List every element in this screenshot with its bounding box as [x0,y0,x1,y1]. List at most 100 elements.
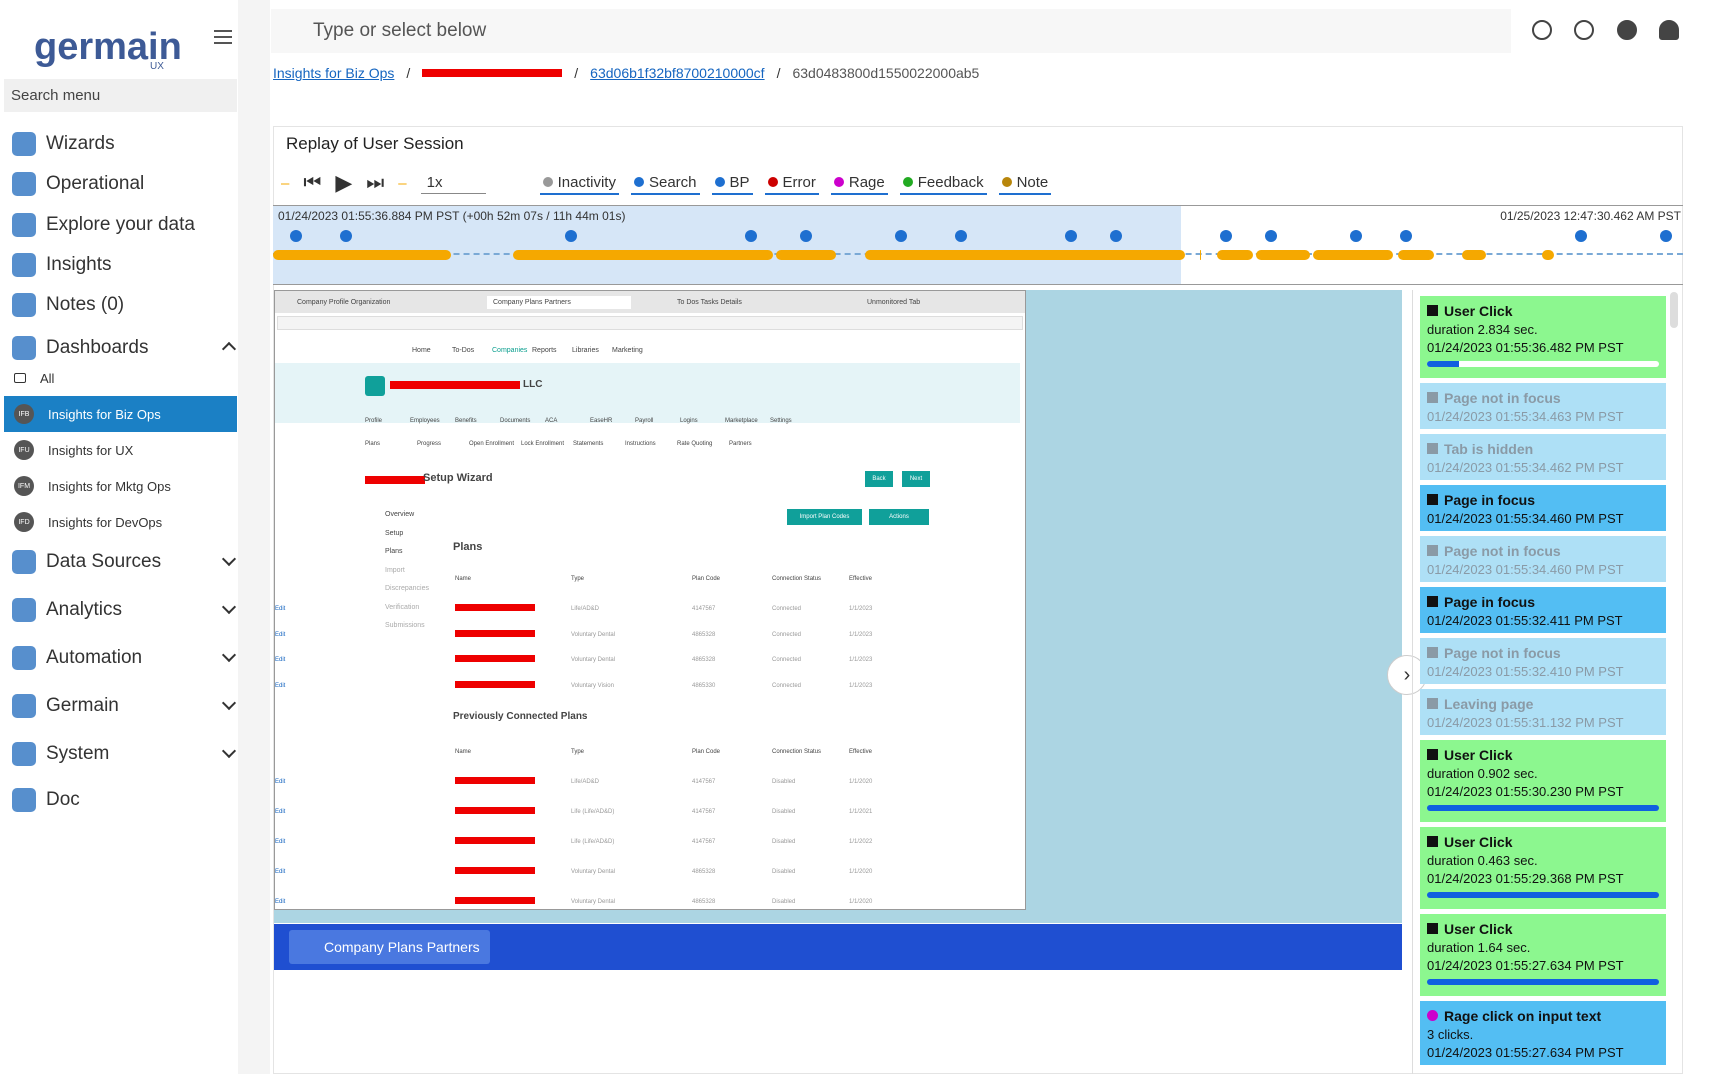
event-title: Page not in focus [1427,389,1659,408]
frame-text: Edit [275,657,286,663]
event-item[interactable]: Leaving page 01/24/2023 01:55:31.132 PM P… [1420,689,1666,735]
menu-icon [12,694,36,718]
frame-text: Name [455,576,472,582]
frame-text: Voluntary Dental [571,631,616,638]
frame-text: Statements [573,441,604,447]
menu-item[interactable]: Explore your data [12,213,234,237]
user-icon[interactable] [1659,20,1679,40]
top-search[interactable]: Type or select below [271,9,1511,53]
next-button[interactable]: ⏭ [366,171,385,194]
menu-item[interactable]: Insights [12,253,234,277]
frame-text: 1/1/2020 [849,779,873,785]
redacted [422,69,563,77]
event-line: 01/24/2023 01:55:30.230 PM PST [1427,784,1624,799]
crumb[interactable]: 63d06b1f32bf8700210000cf [590,65,765,81]
frame-text: Instructions [625,441,656,447]
frame-text: 1/1/2023 [849,631,873,638]
menu-item[interactable]: Wizards [12,132,234,156]
dashboard-badge: IFD [14,512,34,532]
menu-icon [12,742,36,766]
event-item[interactable]: Page not in focus 01/24/2023 01:55:34.460… [1420,536,1666,582]
redacted [455,837,535,844]
event-title: User Click [1427,833,1659,852]
event-item[interactable]: User Click duration 0.463 sec. 01/24/2023 … [1420,827,1666,909]
scrollbar [1670,292,1678,328]
filter[interactable]: BP [711,172,753,195]
frame-text: Libraries [572,347,599,354]
prev-button[interactable]: ⏮ [303,171,322,194]
frame-text: ACA [545,418,558,424]
event-icon [1427,545,1438,556]
menu-item[interactable]: Data Sources [12,550,237,574]
dashboard-link[interactable]: IFU Insights for UX [4,432,237,468]
frame-text: 4865328 [692,899,716,905]
menu-item[interactable]: Notes (0) [12,293,234,317]
filter[interactable]: Search [630,172,700,195]
menu-item[interactable]: System [12,742,237,766]
menu-item[interactable]: Automation [12,646,237,670]
dashboard-link[interactable]: IFM Insights for Mktg Ops [4,468,237,504]
frame-text: 4147567 [692,809,716,815]
filter[interactable]: Note [998,172,1052,195]
filter[interactable]: Inactivity [539,172,619,195]
frame-text: 4865328 [692,869,716,875]
event-item[interactable]: Page in focus 01/24/2023 01:55:34.460 PM … [1420,485,1666,531]
event-line: 01/24/2023 01:55:27.634 PM PST [1427,1045,1624,1060]
company-icon [365,376,385,396]
event-item[interactable]: User Click duration 1.64 sec. 01/24/2023 0… [1420,914,1666,996]
dashboard-link[interactable]: All [4,360,237,396]
play-icon[interactable] [1574,20,1594,40]
frame-text: 1/1/2021 [849,809,873,815]
brand: germain [34,26,182,68]
event-item[interactable]: User Click duration 2.834 sec. 01/24/2023 … [1420,296,1666,378]
event-item[interactable]: Page not in focus 01/24/2023 01:55:32.410… [1420,638,1666,684]
event-item[interactable]: Rage click on input text 3 clicks. 01/24/2… [1420,1001,1666,1065]
event-item[interactable]: Tab is hidden 01/24/2023 01:55:34.462 PM … [1420,434,1666,480]
event-item[interactable]: User Click duration 0.902 sec. 01/24/2023 … [1420,740,1666,822]
gutter [238,0,270,1074]
frame-text: Effective [849,576,872,582]
menu-label: Analytics [46,599,123,620]
frame-text: Disabled [772,809,796,815]
filter[interactable]: Feedback [899,172,987,195]
timeline-segment [1462,250,1486,260]
panel-title: Replay of User Session [286,134,464,153]
menu-item[interactable]: Doc [12,788,234,812]
redacted [455,604,535,611]
filter[interactable]: Error [764,172,819,195]
page-tab[interactable]: Company Plans Partners [289,930,490,964]
event-line: 3 clicks. [1427,1027,1474,1042]
frame-text: Name [455,749,472,755]
menu-label: Notes (0) [46,294,125,315]
timeline-segment [1217,250,1253,260]
menu-item[interactable]: Dashboards [12,336,237,360]
play-button[interactable]: ▶ [335,170,353,195]
filter-label: Inactivity [557,173,616,191]
menu-search[interactable]: Search menu [4,79,237,112]
dashboard-link[interactable]: IFB Insights for Biz Ops [4,396,237,432]
event-item[interactable]: Page in focus 01/24/2023 01:55:32.411 PM … [1420,587,1666,633]
event-line: 01/24/2023 01:55:34.462 PM PST [1427,460,1624,475]
crumb[interactable]: Insights for Biz Ops [273,65,395,81]
event-item[interactable]: Page not in focus 01/24/2023 01:55:34.463… [1420,383,1666,429]
event-line: duration 1.64 sec. [1427,940,1531,955]
menu-label: Explore your data [46,214,195,235]
menu-item[interactable]: Analytics [12,598,237,622]
menu-toggle[interactable] [214,30,232,44]
frame-text: Logins [680,418,698,424]
info-icon[interactable] [1617,20,1637,40]
timeline-selection [273,206,1181,284]
speed-select[interactable]: 1x [420,172,486,194]
progress [1427,805,1659,811]
filter[interactable]: Rage [830,172,888,195]
frame-text: Marketplace [725,418,758,424]
menu-item[interactable]: Germain [12,694,237,718]
menu-label: Operational [46,173,145,194]
menu-icon [12,550,36,574]
dashboard-link[interactable]: IFD Insights for DevOps [4,504,237,540]
menu-item[interactable]: Operational [12,172,234,196]
frame-text: Life (Life/AD&D) [571,839,615,845]
fullscreen-icon[interactable] [1532,20,1552,40]
frame-text: Connected [772,657,802,663]
timeline [273,205,1683,285]
